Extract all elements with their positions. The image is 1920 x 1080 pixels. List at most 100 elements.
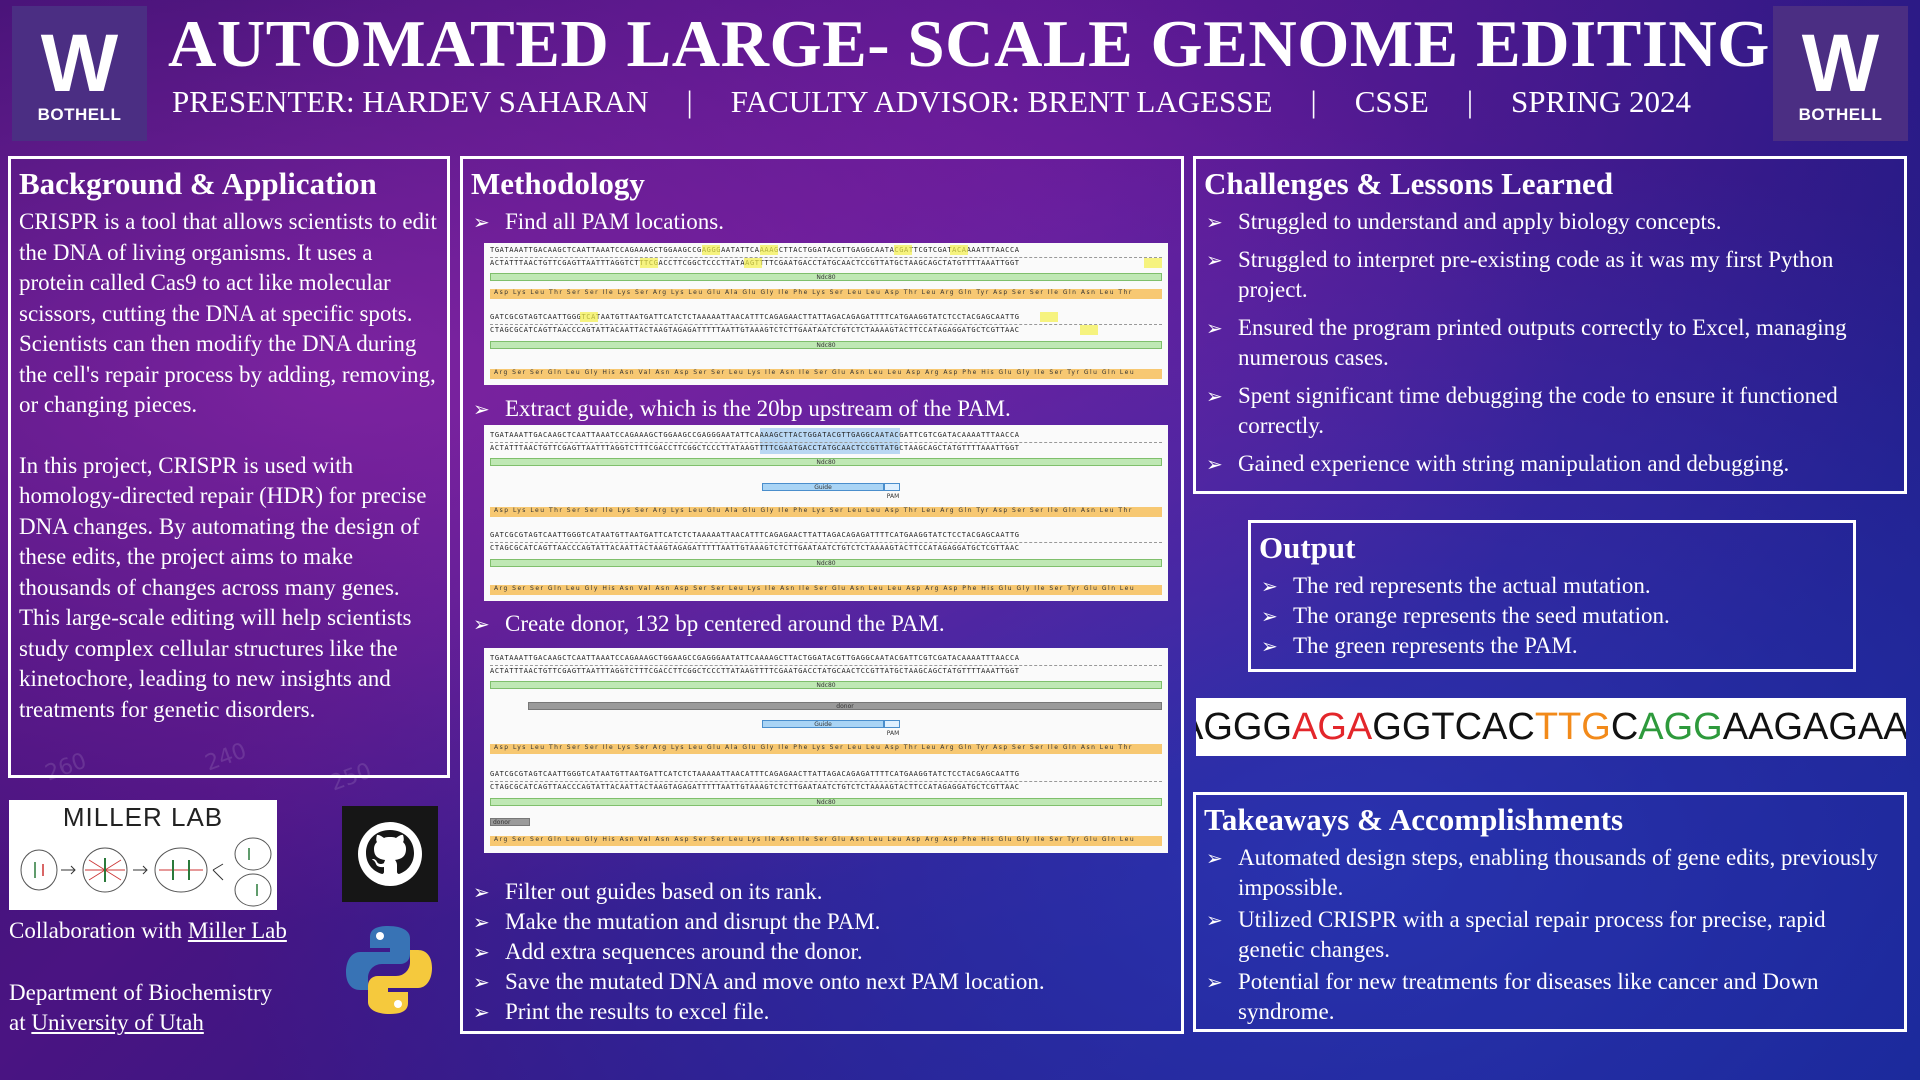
poster-subtitle: PRESENTER: HARDEV SAHARAN | FACULTY ADVI… <box>172 82 1752 122</box>
output-text: The orange represents the seed mutation. <box>1293 603 1670 628</box>
method-step-text: Find all PAM locations. <box>505 209 724 234</box>
arrow-icon: ➢ <box>1261 574 1278 598</box>
miller-lab-link[interactable]: Miller Lab <box>187 918 287 943</box>
method-step: ➢ Add extra sequences around the donor. <box>471 937 1045 967</box>
dna-sequence-top: TGATAAATTGACAAGCTCAATTAAATCCAGAAAGCTGGAA… <box>490 431 1020 439</box>
presenter: PRESENTER: HARDEV SAHARAN <box>172 84 649 119</box>
challenge-text: Struggled to interpret pre-existing code… <box>1238 247 1834 302</box>
takeaway-text: Potential for new treatments for disease… <box>1238 969 1819 1024</box>
challenge-item: ➢ Struggled to understand and apply biolo… <box>1204 207 1896 237</box>
arrow-icon: ➢ <box>1206 846 1223 870</box>
amino-acid-track: Asp Lys Leu Thr Ser Ser Ile Lys Ser Arg … <box>490 744 1162 754</box>
arrow-icon: ➢ <box>1206 210 1223 234</box>
arrow-icon: ➢ <box>1206 452 1223 476</box>
method-step-text: Save the mutated DNA and move onto next … <box>505 969 1045 994</box>
uw-bothell-logo-left: W BOTHELL <box>12 6 147 141</box>
method-step: ➢ Filter out guides based on its rank. <box>471 877 1045 907</box>
output-text: The green represents the PAM. <box>1293 633 1578 658</box>
dept-prefix: at <box>9 1010 32 1035</box>
mutated-sequence-strip: AGGGAGAGGTCACTTGCAGGAAGAGAA <box>1196 698 1906 756</box>
pam-highlight <box>1080 325 1098 335</box>
pam-feature <box>884 483 900 491</box>
method-step: ➢ Create donor, 132 bp centered around th… <box>471 609 945 639</box>
uw-bothell-logo-right: W BOTHELL <box>1773 6 1908 141</box>
sequence-ruler <box>490 542 1162 543</box>
university-of-utah-link[interactable]: University of Utah <box>31 1010 204 1035</box>
takeaways-panel: Takeaways & Accomplishments ➢ Automated d… <box>1193 792 1907 1032</box>
term: SPRING 2024 <box>1511 84 1692 119</box>
pam-highlight <box>1144 258 1162 268</box>
takeaway-item: ➢ Utilized CRISPR with a special repair p… <box>1204 905 1896 965</box>
output-item: ➢ The orange represents the seed mutation… <box>1259 601 1845 631</box>
arrow-icon: ➢ <box>1261 604 1278 628</box>
challenge-item: ➢ Gained experience with string manipulat… <box>1204 449 1896 479</box>
uw-w-mark: W <box>1801 17 1880 109</box>
arrow-icon: ➢ <box>1206 384 1223 408</box>
background-panel: Background & Application CRISPR is a too… <box>8 156 450 778</box>
sequence-plain: AAGAGAA <box>1722 706 1906 748</box>
donor-feature: donor <box>490 818 530 826</box>
sequence-ruler <box>490 324 1162 325</box>
amino-acid-track: Arg Ser Ser Gln Leu Gly His Asn Val Asn … <box>490 369 1162 379</box>
output-text: The red represents the actual mutation. <box>1293 573 1651 598</box>
sequence-plain: C <box>1610 706 1639 748</box>
dna-sequence-bottom: ACTATTTAACTGTTCGAGTTAATTTAGGTCTTTCGACCTT… <box>490 444 1020 452</box>
sequence-ruler <box>490 781 1162 782</box>
dna-sequence-bottom: CTAGCGCATCAGTTAACCCAGTATTACAATTACTAAGTAG… <box>490 783 1020 791</box>
ndc80-feature: Ndc80 <box>490 458 1162 466</box>
method-step-text: Create donor, 132 bp centered around the… <box>505 611 945 636</box>
pam-label: PAM <box>886 493 900 500</box>
arrow-icon: ➢ <box>473 970 490 994</box>
pam-highlight <box>894 245 912 255</box>
method-step-text: Print the results to excel file. <box>505 999 770 1024</box>
arrow-icon: ➢ <box>473 1000 490 1024</box>
dna-sequence-bottom: CTAGCGCATCAGTTAACCCAGTATTACAATTACTAAGTAG… <box>490 326 1020 334</box>
ndc80-feature: Ndc80 <box>490 798 1162 806</box>
arrow-icon: ➢ <box>473 880 490 904</box>
method-step-text: Make the mutation and disrupt the PAM. <box>505 909 881 934</box>
output-heading: Output <box>1259 530 1356 565</box>
background-heading: Background & Application <box>19 166 377 201</box>
challenge-text: Ensured the program printed outputs corr… <box>1238 315 1847 370</box>
sequence-ruler <box>490 442 1162 443</box>
ndc80-feature: Ndc80 <box>490 559 1162 567</box>
output-item: ➢ The green represents the PAM. <box>1259 631 1845 661</box>
arrow-icon: ➢ <box>1206 908 1223 932</box>
arrow-icon: ➢ <box>473 910 490 934</box>
takeaways-heading: Takeaways & Accomplishments <box>1204 802 1624 837</box>
background-paragraph-1: CRISPR is a tool that allows scientists … <box>19 209 437 417</box>
arrow-icon: ➢ <box>473 397 490 421</box>
challenges-heading: Challenges & Lessons Learned <box>1204 166 1614 201</box>
pam-highlight <box>640 258 658 268</box>
guide-feature: Guide <box>762 483 884 491</box>
sequence-mutation: AGA <box>1292 706 1373 748</box>
ndc80-feature: Ndc80 <box>490 681 1162 689</box>
separator: | <box>1310 84 1317 119</box>
donor-feature: donor <box>528 702 1162 710</box>
department-name: Department of Biochemistry <box>9 980 273 1005</box>
guide-feature: Guide <box>762 720 884 728</box>
method-step: ➢ Save the mutated DNA and move onto next… <box>471 967 1045 997</box>
sequence-plain: AGGG <box>1196 706 1293 748</box>
department: CSSE <box>1354 84 1429 119</box>
pam-highlight <box>1040 312 1058 322</box>
challenge-text: Gained experience with string manipulati… <box>1238 451 1790 476</box>
guide-extraction-figure: TGATAAATTGACAAGCTCAATTAAATCCAGAAAGCTGGAA… <box>484 425 1168 601</box>
separator: | <box>1466 84 1474 119</box>
pam-highlight <box>702 245 720 255</box>
sequence-ruler <box>490 665 1162 666</box>
takeaway-text: Automated design steps, enabling thousan… <box>1238 845 1879 900</box>
method-step: ➢ Extract guide, which is the 20bp upstre… <box>471 394 1011 424</box>
pam-highlight <box>760 245 778 255</box>
collab-prefix: Collaboration with <box>9 918 188 943</box>
method-step-text: Filter out guides based on its rank. <box>505 879 823 904</box>
methodology-panel: Methodology ➢ Find all PAM locations. ➢ Ex… <box>460 156 1184 1034</box>
arrow-icon: ➢ <box>1261 634 1278 658</box>
faculty-advisor: FACULTY ADVISOR: BRENT LAGESSE <box>730 84 1273 119</box>
challenge-item: ➢ Struggled to interpret pre-existing cod… <box>1204 245 1896 305</box>
output-panel: Output ➢ The red represents the actual mu… <box>1248 520 1856 672</box>
arrow-icon: ➢ <box>1206 316 1223 340</box>
method-step-text: Add extra sequences around the donor. <box>505 939 863 964</box>
arrow-icon: ➢ <box>473 210 490 234</box>
pam-feature <box>884 720 900 728</box>
